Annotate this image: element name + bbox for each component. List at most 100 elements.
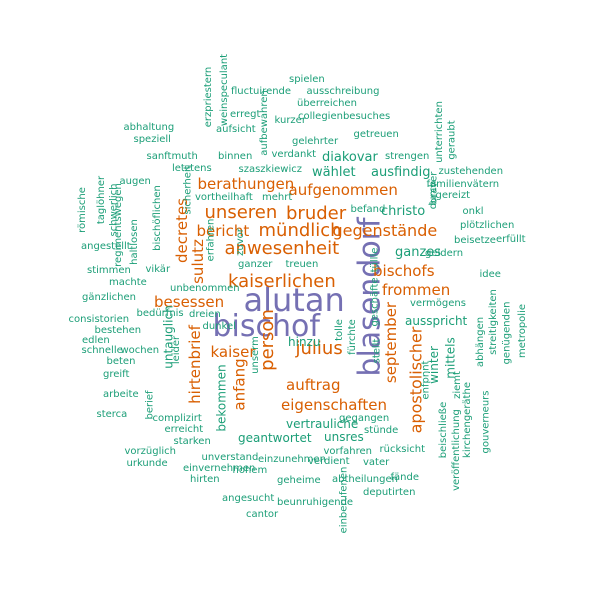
cloud-word: unbenommen	[170, 283, 240, 294]
cloud-word: geantwortet	[238, 431, 312, 445]
cloud-word: gegangen	[339, 413, 390, 424]
cloud-word: julius	[295, 338, 343, 359]
cloud-word: september	[381, 301, 400, 383]
cloud-word: geheime	[277, 475, 321, 486]
cloud-word: deputirten	[363, 487, 416, 498]
cloud-word: beten	[106, 356, 136, 367]
cloud-word: aufbewahren	[258, 90, 270, 156]
cloud-word: sulutz	[188, 238, 207, 284]
cloud-word: kaiserlichen	[228, 271, 336, 292]
cloud-word: edlen	[82, 335, 110, 346]
cloud-word: collegienbesuches	[298, 111, 391, 122]
cloud-word: vermögens	[410, 298, 466, 309]
cloud-word: geldern	[425, 248, 464, 259]
cloud-word: anwesenheit	[224, 238, 340, 259]
cloud-word: kurzer	[274, 115, 306, 126]
cloud-word: tolle	[333, 319, 345, 341]
cloud-word: ausfindig	[371, 164, 431, 180]
cloud-word: metropolie	[517, 304, 528, 358]
cloud-word: bischöflichen	[151, 185, 163, 251]
cloud-word: vortheilhaft	[195, 192, 253, 203]
cloud-word: gereizt	[435, 190, 471, 201]
cloud-word: augen	[119, 176, 151, 187]
cloud-word: bericht	[196, 221, 250, 240]
cloud-word: stimmen	[87, 265, 131, 276]
cloud-word: bestehen	[94, 325, 142, 336]
cloud-word: sterca	[96, 409, 128, 420]
cloud-word: urkunde	[126, 458, 168, 469]
cloud-word: verdankt	[271, 149, 317, 160]
cloud-word: machte	[109, 277, 147, 288]
cloud-word: veröffentlichung	[450, 409, 462, 491]
cloud-word: hinzu	[288, 335, 321, 349]
cloud-word: geraubt	[446, 120, 458, 160]
cloud-word: kaiser	[210, 342, 256, 361]
cloud-word: befand	[350, 204, 386, 215]
cloud-word: unterrichten	[433, 101, 445, 163]
cloud-word: zuvor	[234, 228, 246, 256]
cloud-word: sanftmuth	[146, 151, 198, 162]
cloud-word: auftrag	[286, 375, 341, 394]
cloud-word: erfahren	[204, 218, 216, 262]
cloud-word: einzunehmen	[258, 454, 326, 465]
cloud-word: berief	[144, 390, 156, 420]
cloud-word: onkl	[462, 206, 484, 217]
cloud-word: besessen	[154, 292, 225, 311]
cloud-word: beunruhigende	[277, 497, 354, 508]
cloud-word: frommen	[382, 280, 451, 299]
cloud-word: anfang	[230, 357, 249, 411]
cloud-word: hirtenbrief	[185, 324, 204, 404]
cloud-word: fände	[390, 472, 420, 483]
cloud-word: bischofs	[373, 261, 435, 280]
cloud-word: cantor	[246, 509, 279, 520]
cloud-word: starken	[173, 436, 211, 447]
cloud-word: gouverneurs	[479, 390, 491, 454]
cloud-word: erfüllt	[496, 234, 526, 245]
cloud-word: gegenstände	[332, 221, 438, 240]
cloud-word: fluctuirende	[231, 86, 292, 97]
cloud-word: dreien	[189, 309, 221, 320]
cloud-word: sicherheit	[182, 165, 194, 215]
cloud-word: abhaltung	[123, 122, 175, 133]
cloud-word: alutan	[243, 281, 345, 319]
cloud-word: bekommen	[214, 364, 229, 432]
cloud-word: vikär	[145, 264, 171, 275]
cloud-word: arbeite	[103, 389, 139, 400]
cloud-word: abtheilungen	[332, 474, 398, 485]
cloud-word: ausschreibung	[306, 86, 380, 97]
cloud-word: regimentswegen	[112, 183, 124, 267]
cloud-word: angestellt	[81, 241, 131, 252]
cloud-word: hirten	[190, 474, 220, 485]
cloud-word: consistorien	[68, 314, 130, 325]
cloud-word: eigenschaften	[281, 395, 388, 414]
cloud-word: speziell	[133, 134, 171, 145]
cloud-word: strengen	[385, 151, 430, 162]
cloud-word: römische	[76, 187, 88, 233]
cloud-word: plötzlichen	[460, 220, 515, 231]
cloud-word: hohem	[232, 465, 268, 476]
cloud-word: gelehrter	[292, 136, 339, 147]
cloud-word: zustehenden	[438, 166, 504, 177]
cloud-word: abhängen	[475, 316, 487, 368]
cloud-word: erregt	[230, 109, 261, 120]
cloud-word: weinspeculant	[219, 53, 231, 127]
cloud-word: enfpnnt	[419, 360, 431, 400]
cloud-word: greift	[103, 369, 130, 380]
cloud-word: dunkel	[202, 321, 236, 332]
cloud-word: bischof	[212, 309, 320, 344]
cloud-word: angesucht	[222, 493, 275, 504]
cloud-word: unverstand	[201, 452, 259, 463]
cloud-word: unserm	[249, 336, 261, 374]
cloud-word: bruder	[286, 203, 347, 224]
cloud-word: stünde	[364, 425, 399, 436]
cloud-word: gänzlichen	[82, 292, 136, 303]
cloud-word: szaszkiewicz	[238, 164, 302, 175]
cloud-word: rücksicht	[379, 444, 425, 455]
cloud-word: treuen	[285, 259, 319, 270]
cloud-word: verdient	[308, 456, 350, 467]
cloud-word: erzpriestern	[203, 66, 215, 128]
cloud-word: binnen	[218, 151, 253, 162]
cloud-word: mehrt	[262, 192, 293, 203]
cloud-word: spielen	[289, 74, 325, 85]
